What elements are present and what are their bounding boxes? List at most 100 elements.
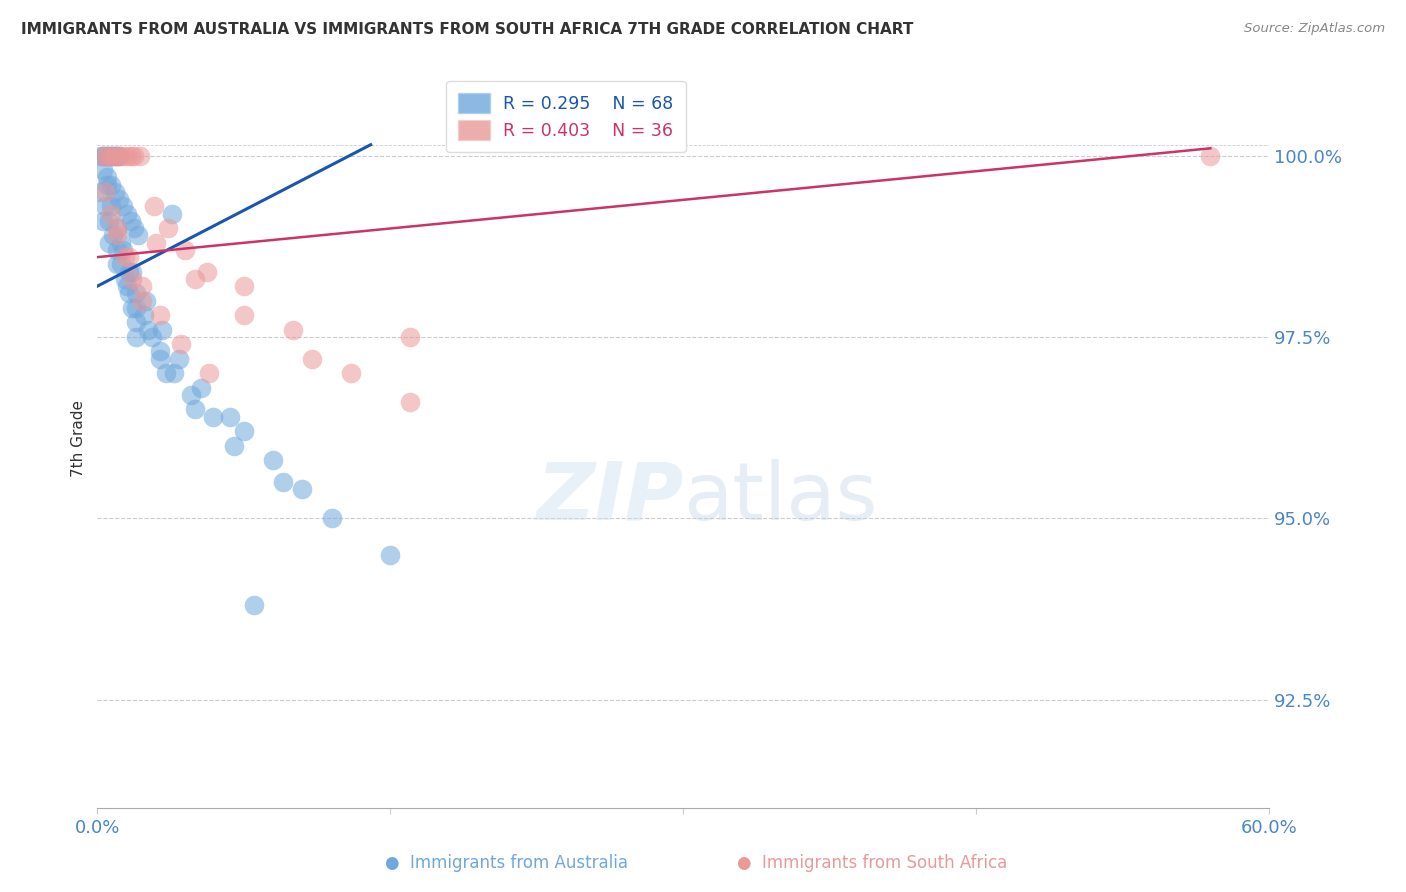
Point: [301, 351, 323, 366]
Point: [180, 388, 202, 402]
Point: [105, 221, 128, 235]
Point: [90, 185, 112, 199]
Point: [115, 148, 138, 162]
Point: [135, 293, 157, 308]
Point: [232, 279, 254, 293]
Point: [170, 337, 193, 351]
Point: [222, 439, 245, 453]
Point: [96, 148, 118, 162]
Point: [90, 148, 112, 162]
Point: [149, 308, 172, 322]
Point: [232, 424, 254, 438]
Point: [110, 257, 132, 271]
Point: [160, 206, 183, 220]
Point: [155, 366, 177, 380]
Point: [115, 279, 138, 293]
Point: [143, 199, 166, 213]
Point: [125, 286, 148, 301]
Point: [145, 235, 167, 250]
Point: [105, 221, 128, 235]
Point: [380, 548, 402, 562]
Point: [91, 214, 114, 228]
Point: [94, 148, 117, 162]
Point: [398, 330, 420, 344]
Point: [149, 344, 172, 359]
Point: [141, 330, 163, 344]
Point: [108, 148, 131, 162]
Text: IMMIGRANTS FROM AUSTRALIA VS IMMIGRANTS FROM SOUTH AFRICA 7TH GRADE CORRELATION : IMMIGRANTS FROM AUSTRALIA VS IMMIGRANTS …: [21, 22, 914, 37]
Point: [117, 250, 139, 264]
Point: [124, 148, 146, 162]
Point: [105, 243, 128, 257]
Point: [125, 301, 148, 315]
Point: [100, 178, 122, 192]
Point: [184, 402, 207, 417]
Point: [114, 272, 136, 286]
Point: [121, 301, 143, 315]
Point: [184, 272, 207, 286]
Point: [117, 265, 139, 279]
Point: [91, 163, 114, 178]
Text: ●  Immigrants from Australia: ● Immigrants from Australia: [385, 855, 627, 872]
Point: [136, 323, 159, 337]
Point: [121, 272, 143, 286]
Point: [104, 185, 127, 199]
Point: [111, 199, 134, 213]
Point: [156, 221, 179, 235]
Text: Source: ZipAtlas.com: Source: ZipAtlas.com: [1244, 22, 1385, 36]
Point: [105, 148, 128, 162]
Point: [398, 395, 420, 409]
Point: [162, 366, 184, 380]
Point: [1199, 148, 1222, 162]
Point: [108, 148, 131, 162]
Point: [190, 381, 212, 395]
Point: [321, 511, 343, 525]
Point: [108, 192, 131, 206]
Point: [131, 279, 153, 293]
Point: [100, 148, 122, 162]
Point: [105, 257, 128, 271]
Point: [340, 366, 363, 380]
Point: [96, 148, 118, 162]
Point: [100, 206, 122, 220]
Point: [174, 243, 197, 257]
Point: [104, 148, 127, 162]
Point: [111, 243, 134, 257]
Point: [98, 148, 121, 162]
Point: [110, 235, 132, 250]
Point: [232, 308, 254, 322]
Point: [101, 148, 124, 162]
Point: [127, 228, 149, 243]
Point: [262, 453, 284, 467]
Point: [100, 199, 122, 213]
Point: [121, 265, 143, 279]
Point: [115, 206, 138, 220]
Point: [134, 308, 156, 322]
Point: [111, 148, 134, 162]
Point: [120, 148, 142, 162]
Point: [129, 148, 152, 162]
Point: [125, 330, 148, 344]
Point: [281, 323, 304, 337]
Point: [101, 228, 124, 243]
Point: [94, 199, 117, 213]
Point: [131, 293, 153, 308]
Point: [91, 148, 114, 162]
Point: [96, 170, 118, 185]
Point: [117, 286, 139, 301]
Point: [150, 323, 173, 337]
Point: [98, 214, 121, 228]
Point: [100, 148, 122, 162]
Point: [114, 250, 136, 264]
Point: [120, 214, 142, 228]
Point: [125, 315, 148, 329]
Point: [197, 366, 219, 380]
Text: ●  Immigrants from South Africa: ● Immigrants from South Africa: [737, 855, 1007, 872]
Point: [105, 228, 128, 243]
Point: [91, 148, 114, 162]
Point: [149, 351, 172, 366]
Legend: R = 0.295    N = 68, R = 0.403    N = 36: R = 0.295 N = 68, R = 0.403 N = 36: [446, 81, 686, 153]
Text: ZIP: ZIP: [536, 458, 683, 537]
Point: [291, 482, 314, 496]
Point: [124, 221, 146, 235]
